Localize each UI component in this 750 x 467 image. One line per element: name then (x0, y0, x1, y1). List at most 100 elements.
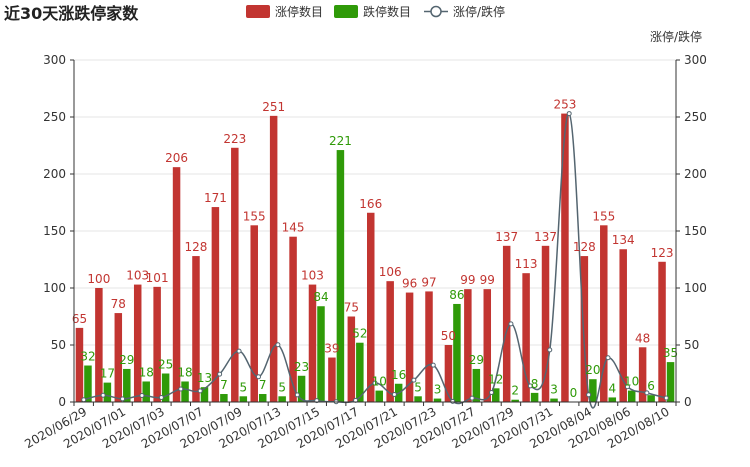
bar-limit-up (464, 289, 472, 402)
data-label-limit-up: 65 (72, 312, 87, 326)
y-tick-label-left: 200 (43, 167, 66, 181)
ratio-point (508, 321, 514, 327)
ratio-point (489, 390, 495, 396)
data-label-limit-up: 166 (359, 197, 382, 211)
data-label-limit-up: 113 (515, 257, 538, 271)
data-label-limit-down: 25 (158, 358, 173, 372)
bar-limit-up (658, 261, 666, 402)
bar-limit-down (433, 398, 442, 402)
data-labels: 6532100177829103181012520618128131717223… (72, 98, 678, 400)
data-label-limit-up: 75 (344, 301, 359, 315)
y-tick-label-right: 150 (684, 224, 707, 238)
ratio-point (236, 348, 242, 354)
bar-limit-down (84, 365, 92, 402)
bar-limit-up (192, 256, 200, 402)
data-label-limit-up: 128 (185, 240, 208, 254)
data-label-limit-down: 5 (414, 380, 422, 394)
bar-limit-up (133, 284, 142, 402)
bar-limit-down (123, 368, 131, 402)
bar-limit-down (220, 394, 228, 402)
ratio-point (197, 388, 203, 394)
data-label-limit-up: 106 (379, 265, 402, 279)
data-label-limit-up: 100 (87, 272, 110, 286)
data-label-limit-down: 8 (531, 377, 539, 391)
data-label-limit-up: 155 (243, 209, 266, 223)
data-label-limit-up: 97 (421, 275, 436, 289)
bar-limit-up (580, 256, 589, 402)
data-label-limit-down: 18 (139, 365, 154, 379)
data-label-limit-down: 2 (511, 384, 519, 398)
bars (75, 113, 675, 403)
ratio-point (527, 383, 533, 389)
data-label-limit-down: 221 (329, 134, 352, 148)
data-label-limit-down: 10 (372, 375, 387, 389)
data-label-limit-up: 145 (282, 221, 305, 235)
legend-swatch (246, 5, 270, 18)
ratio-point (120, 396, 126, 402)
data-label-limit-down: 7 (220, 378, 228, 392)
data-label-limit-down: 3 (550, 383, 558, 397)
bar-limit-down (239, 396, 248, 402)
bar-limit-up (502, 245, 511, 402)
data-label-limit-down: 13 (197, 371, 212, 385)
ratio-point (566, 111, 572, 117)
ratio-point (139, 393, 145, 399)
bar-limit-down (453, 303, 461, 402)
ratio-point (81, 397, 87, 403)
bar-limit-up (153, 286, 161, 402)
ratio-point (469, 395, 475, 401)
legend-label: 涨停数目 (275, 4, 323, 19)
data-label-limit-down: 23 (294, 360, 309, 374)
bar-limit-up (172, 167, 181, 402)
ratio-point (663, 395, 669, 401)
ratio-point (217, 371, 223, 377)
y-tick-label-left: 0 (58, 395, 66, 409)
data-label-limit-down: 6 (647, 379, 655, 393)
y-tick-label-right: 300 (684, 53, 707, 67)
data-label-limit-down: 3 (434, 383, 442, 397)
data-label-limit-down: 12 (488, 372, 503, 386)
ratio-point (100, 392, 106, 398)
bar-limit-up (308, 284, 317, 402)
bar-limit-down (297, 375, 306, 402)
ratio-point (450, 398, 456, 404)
bar-limit-up (231, 147, 239, 402)
data-label-limit-up: 50 (441, 329, 456, 343)
data-label-limit-up: 128 (573, 240, 596, 254)
data-label-limit-up: 155 (592, 209, 615, 223)
data-label-limit-down: 32 (80, 350, 95, 364)
data-label-limit-down: 18 (177, 365, 192, 379)
data-label-limit-down: 7 (259, 378, 267, 392)
bar-limit-down (530, 392, 539, 402)
bar-limit-down (161, 373, 170, 402)
data-label-limit-up: 103 (301, 269, 324, 283)
data-label-limit-down: 10 (624, 375, 639, 389)
ratio-point (391, 391, 397, 397)
ratio-point (411, 377, 417, 383)
data-label-limit-up: 137 (495, 230, 518, 244)
data-label-limit-down: 20 (585, 363, 600, 377)
data-label-limit-down: 86 (449, 288, 464, 302)
ratio-line-series (81, 111, 669, 409)
legend-label: 涨停/跌停 (453, 4, 505, 19)
bar-limit-up (289, 236, 297, 402)
right-axis-label: 涨停/跌停 (650, 29, 702, 44)
bar-limit-down (317, 306, 325, 402)
ratio-point (547, 347, 553, 353)
bar-limit-down (375, 390, 383, 402)
bar-limit-up (600, 225, 608, 402)
bar-limit-down (647, 395, 655, 402)
data-label-limit-down: 5 (239, 380, 247, 394)
ratio-point (275, 342, 281, 348)
data-label-limit-up: 101 (146, 271, 169, 285)
data-label-limit-up: 103 (126, 269, 149, 283)
ratio-point (178, 386, 184, 392)
bar-limit-up (561, 113, 569, 402)
bar-limit-down (414, 396, 422, 402)
bar-limit-down (336, 150, 345, 402)
bar-limit-up (269, 115, 278, 403)
bar-limit-down (181, 381, 189, 402)
data-label-limit-up: 99 (480, 273, 495, 287)
